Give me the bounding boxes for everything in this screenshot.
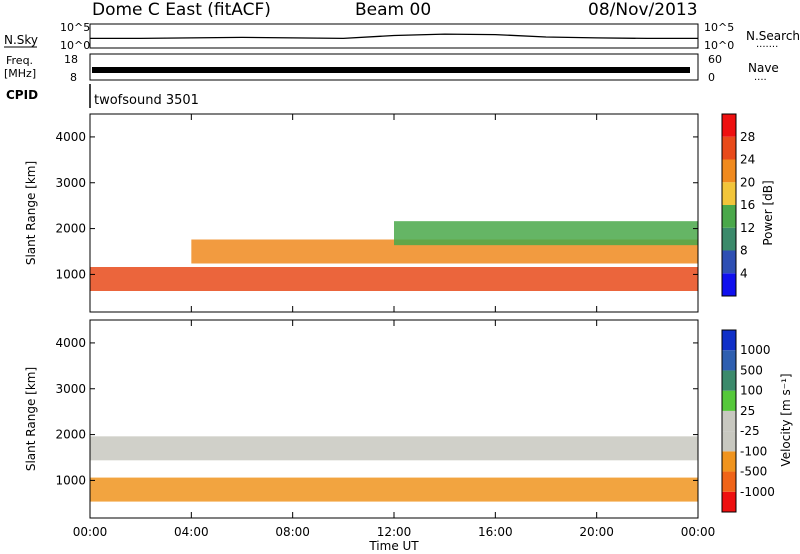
noise-series: [90, 33, 698, 40]
velocity-ytick-label: 1000: [55, 473, 86, 487]
velocity-colorbar-segment: [722, 390, 736, 411]
power-colorbar-frame: [721, 113, 737, 297]
velocity-colorbar-tick: 500: [740, 363, 763, 377]
velocity-ytick-label: 4000: [55, 336, 86, 350]
frequency-panel: Freq. [MHz] 18 8 60 0 Nave ····: [4, 53, 779, 86]
velocity-panel: 1000 2000 3000 4000 Slant Range [km]: [24, 319, 699, 519]
power-colorbar-tick: 20: [740, 175, 755, 189]
nave-ytick-top: 60: [708, 53, 722, 66]
velocity-colorbar-segment: [722, 491, 736, 512]
noise-panel: N.Sky 10^5 10^0 10^5 10^0 N.Search ·····…: [4, 21, 800, 53]
noise-ytick-top: 10^5: [60, 21, 90, 34]
velocity-colorbar: 1000 500 100 25 -25 -100 -500 -1000 Velocity [m…: [721, 329, 793, 513]
x-tick-label: 00:00: [681, 525, 716, 539]
velocity-colorbar-segment: [722, 431, 736, 452]
power-ytick-label: 2000: [55, 222, 86, 236]
x-tick-label: 12:00: [377, 525, 412, 539]
power-ylabel: Slant Range [km]: [24, 161, 38, 265]
velocity-colorbar-tick: -100: [740, 444, 767, 458]
power-colorbar-segment: [722, 136, 736, 160]
cpid-panel: CPID twofsound 3501: [6, 84, 199, 108]
velocity-echo-band: [90, 436, 698, 461]
nsearch-label: N.Search: [746, 29, 800, 43]
freq-ytick-top: 18: [64, 53, 78, 66]
velocity-colorbar-segment: [722, 350, 736, 371]
nave-ytick-bottom: 0: [708, 71, 715, 84]
noise-ytick-right-bottom: 10^0: [704, 39, 734, 52]
velocity-colorbar-frame: [721, 329, 737, 513]
velocity-colorbar-tick: -25: [740, 424, 760, 438]
power-colorbar-tick: 16: [740, 198, 755, 212]
power-echo-band: [394, 221, 698, 246]
velocity-colorbar-segment: [722, 410, 736, 432]
power-colorbar-tick: 8: [740, 244, 748, 258]
velocity-colorbar-segment: [722, 370, 736, 391]
power-colorbar-segment: [722, 114, 736, 137]
nsky-label: N.Sky: [4, 33, 38, 47]
power-colorbar-segment: [722, 273, 736, 296]
power-colorbar-tick: 4: [740, 266, 748, 280]
velocity-colorbar-tick: -1000: [740, 485, 775, 499]
noise-ytick-bottom: 10^0: [60, 39, 90, 52]
power-colorbar-tick: 28: [740, 130, 755, 144]
freq-label: Freq.: [6, 54, 33, 67]
power-colorbar: 4 8 12 16 20 24 28 Power [dB]: [721, 113, 775, 297]
x-tick-label: 08:00: [275, 525, 310, 539]
power-colorbar-segment: [722, 227, 736, 251]
date-title: 08/Nov/2013: [588, 0, 698, 20]
nsearch-dots: ·······: [756, 42, 778, 53]
velocity-colorbar-tick: 1000: [740, 343, 771, 357]
power-colorbar-segment: [722, 182, 736, 205]
power-colorbar-tick: 24: [740, 153, 755, 167]
velocity-echo-band: [90, 477, 698, 502]
cpid-label: CPID: [6, 88, 38, 102]
velocity-ytick-label: 2000: [55, 428, 86, 442]
power-colorbar-segment: [722, 250, 736, 274]
power-ytick-label: 3000: [55, 176, 86, 190]
station-title: Dome C East (fitACF): [92, 0, 271, 20]
velocity-ytick-label: 3000: [55, 382, 86, 396]
power-echo-band: [90, 267, 698, 291]
power-panel: 1000 2000 3000 4000 Slant Range [km]: [24, 113, 699, 313]
power-ytick-label: 1000: [55, 267, 86, 281]
nave-label: Nave: [748, 61, 779, 75]
velocity-colorbar-segment: [722, 330, 736, 351]
freq-unit: [MHz]: [4, 67, 36, 80]
power-ytick-label: 4000: [55, 130, 86, 144]
noise-ytick-right-top: 10^5: [704, 21, 734, 34]
cpid-value: twofsound 3501: [94, 93, 199, 108]
frequency-series: [92, 67, 690, 73]
x-tick-label: 20:00: [579, 525, 614, 539]
velocity-colorbar-label: Velocity [m s⁻¹]: [779, 373, 793, 466]
velocity-colorbar-tick: -500: [740, 465, 767, 479]
x-axis-label: Time UT: [368, 539, 419, 553]
velocity-colorbar-tick: 100: [740, 384, 763, 398]
velocity-colorbar-tick: 25: [740, 404, 755, 418]
nave-dots: ····: [754, 75, 767, 86]
x-tick-label: 04:00: [174, 525, 209, 539]
freq-ytick-bottom: 8: [70, 71, 77, 84]
power-colorbar-segment: [722, 159, 736, 183]
power-colorbar-tick: 12: [740, 221, 755, 235]
velocity-colorbar-segment: [722, 451, 736, 472]
power-colorbar-label: Power [dB]: [761, 180, 775, 245]
velocity-colorbar-segment: [722, 471, 736, 492]
power-colorbar-segment: [722, 205, 736, 228]
velocity-ylabel: Slant Range [km]: [24, 367, 38, 471]
x-tick-label: 00:00: [73, 525, 108, 539]
beam-title: Beam 00: [355, 0, 431, 20]
x-tick-label: 16:00: [478, 525, 513, 539]
